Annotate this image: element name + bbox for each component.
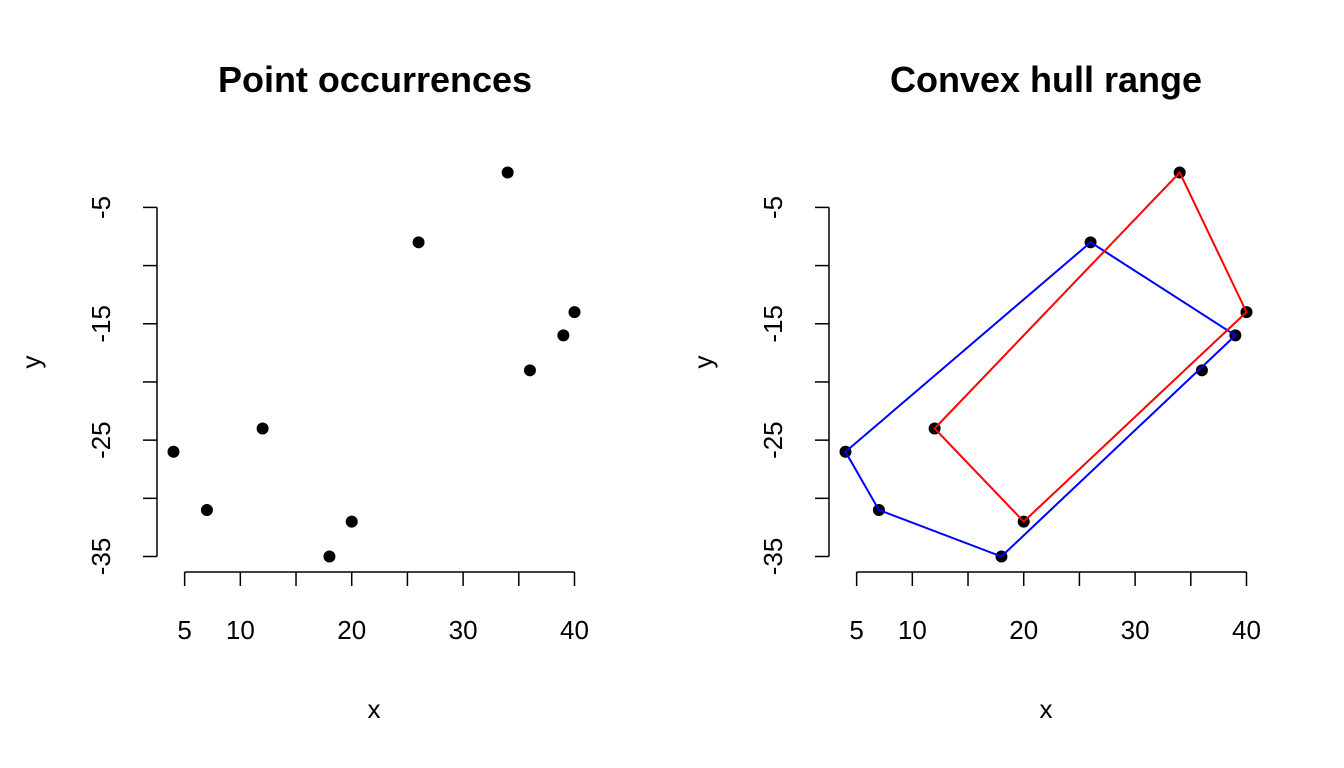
y-tick-label: -15: [86, 305, 116, 343]
y-tick-label: -15: [758, 305, 788, 343]
data-point: [523, 364, 536, 377]
y-tick-label: -25: [758, 421, 788, 459]
data-point: [557, 329, 570, 342]
x-tick-label: 30: [449, 615, 478, 645]
x-tick-label: 5: [849, 615, 863, 645]
x-tick-label: 10: [226, 615, 255, 645]
y-axis-label: y: [688, 356, 718, 369]
y-tick-label: -35: [758, 538, 788, 576]
data-point: [412, 236, 425, 249]
y-tick-label: -5: [86, 196, 116, 219]
data-point: [256, 422, 269, 435]
x-axis-label: x: [368, 694, 381, 724]
x-tick-label: 20: [1009, 615, 1038, 645]
x-tick-label: 5: [177, 615, 191, 645]
data-point: [323, 550, 336, 563]
chart-title: Point occurrences: [218, 59, 532, 100]
panel-point-occurrences: Point occurrences x y 5 10 20 30 40 -5 -15 -25 -…: [16, 59, 589, 724]
data-point: [1195, 364, 1208, 377]
convex-hull-blue: [844, 241, 1238, 558]
chart-title: Convex hull range: [890, 59, 1202, 100]
y-axis-label: y: [16, 356, 46, 369]
convex-hull-red: [933, 170, 1248, 524]
y-tick-label: -5: [758, 196, 788, 219]
data-point: [345, 515, 358, 528]
x-tick-label: 10: [898, 615, 927, 645]
y-tick-label: -35: [86, 538, 116, 576]
x-tick-label: 40: [560, 615, 589, 645]
x-tick-label: 30: [1121, 615, 1150, 645]
x-tick-label: 40: [1232, 615, 1261, 645]
x-tick-label: 20: [337, 615, 366, 645]
data-point: [200, 503, 213, 516]
x-axis-label: x: [1040, 694, 1053, 724]
y-tick-label: -25: [86, 421, 116, 459]
data-point: [501, 166, 514, 179]
data-point: [568, 306, 581, 319]
data-point: [167, 445, 180, 458]
panel-convex-hull-range: Convex hull range x y 5 10 20 30 40 -5 -15 -25 -…: [688, 59, 1261, 724]
